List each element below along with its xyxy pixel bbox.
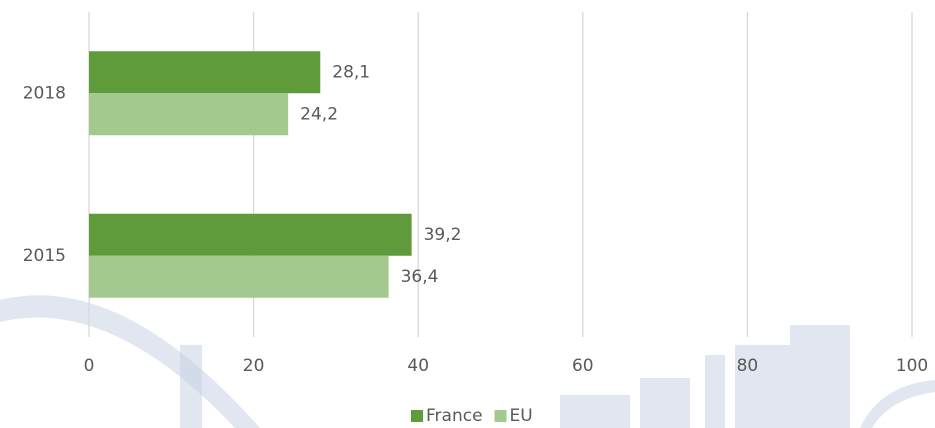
y-tick-label: 2018	[23, 83, 66, 103]
data-label: 28,1	[332, 62, 370, 82]
x-tick-label: 100	[896, 356, 928, 376]
watermark	[0, 295, 935, 428]
x-tick-label: 0	[84, 356, 95, 376]
watermark-block	[180, 345, 202, 428]
watermark-arc	[860, 380, 935, 428]
x-tick-label: 20	[243, 356, 265, 376]
data-label: 39,2	[424, 225, 462, 245]
x-tick-label: 80	[737, 356, 759, 376]
watermark-arc	[0, 295, 260, 428]
watermark-block	[705, 355, 725, 428]
data-label: 36,4	[401, 267, 439, 287]
watermark-block	[735, 345, 790, 428]
watermark-block	[790, 325, 850, 428]
x-tick-label: 40	[407, 356, 429, 376]
plot-area: 0 20 40 60 80 100 2018 28,1 24,2 2015 39,2 36,4 Fran…	[23, 12, 928, 426]
y-tick-label: 2015	[23, 246, 66, 266]
bar	[89, 255, 389, 298]
watermark-block	[560, 395, 630, 428]
bar	[89, 213, 412, 256]
legend-swatch	[411, 410, 423, 422]
bar	[89, 51, 321, 94]
legend-label: France	[426, 406, 483, 426]
legend-label: EU	[510, 406, 533, 426]
data-label: 24,2	[300, 104, 338, 124]
watermark-block	[640, 378, 690, 428]
legend-swatch	[494, 410, 507, 422]
x-tick-label: 60	[572, 356, 594, 376]
bar	[89, 93, 289, 136]
